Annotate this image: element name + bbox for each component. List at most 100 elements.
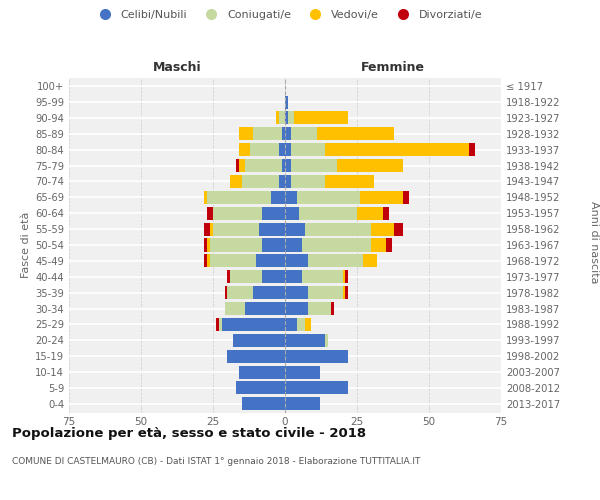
Bar xyxy=(371,222,394,235)
Bar xyxy=(236,159,239,172)
Bar xyxy=(288,112,293,124)
Bar xyxy=(305,318,311,331)
Bar xyxy=(317,128,394,140)
Bar xyxy=(216,318,219,331)
Bar xyxy=(259,222,285,235)
Bar xyxy=(242,175,279,188)
Bar xyxy=(205,191,207,204)
Text: Maschi: Maschi xyxy=(152,60,202,74)
Bar xyxy=(305,222,371,235)
Bar xyxy=(357,206,383,220)
Bar xyxy=(331,302,334,315)
Bar xyxy=(325,334,328,347)
Bar xyxy=(230,270,262,283)
Bar xyxy=(285,238,302,252)
Bar xyxy=(227,270,230,283)
Bar xyxy=(285,318,296,331)
Bar xyxy=(285,382,349,394)
Bar xyxy=(239,143,250,156)
Bar xyxy=(207,191,271,204)
Bar xyxy=(253,128,282,140)
Bar xyxy=(285,191,296,204)
Bar xyxy=(371,238,386,252)
Bar xyxy=(337,159,403,172)
Bar xyxy=(271,191,285,204)
Bar xyxy=(325,143,469,156)
Bar xyxy=(285,254,308,268)
Bar xyxy=(207,254,210,268)
Bar xyxy=(383,206,389,220)
Bar xyxy=(346,286,349,299)
Bar xyxy=(285,128,291,140)
Bar xyxy=(245,159,282,172)
Bar xyxy=(343,270,346,283)
Bar xyxy=(224,286,227,299)
Bar xyxy=(227,350,285,362)
Bar xyxy=(285,350,349,362)
Bar xyxy=(227,286,253,299)
Bar xyxy=(239,366,285,378)
Bar xyxy=(207,238,210,252)
Bar xyxy=(210,222,213,235)
Bar xyxy=(302,270,343,283)
Bar xyxy=(291,128,317,140)
Bar xyxy=(325,175,374,188)
Bar xyxy=(219,318,221,331)
Bar xyxy=(285,112,288,124)
Bar xyxy=(236,382,285,394)
Bar xyxy=(262,238,285,252)
Text: Femmine: Femmine xyxy=(361,60,425,74)
Bar xyxy=(239,128,253,140)
Bar xyxy=(296,191,360,204)
Bar xyxy=(205,254,207,268)
Bar xyxy=(213,222,259,235)
Bar xyxy=(233,334,285,347)
Bar xyxy=(205,238,207,252)
Bar xyxy=(285,222,305,235)
Bar xyxy=(285,366,320,378)
Bar xyxy=(291,175,325,188)
Bar xyxy=(239,159,245,172)
Bar xyxy=(279,143,285,156)
Bar xyxy=(291,143,325,156)
Bar xyxy=(293,112,349,124)
Bar xyxy=(224,302,245,315)
Bar xyxy=(256,254,285,268)
Bar xyxy=(262,270,285,283)
Bar xyxy=(285,159,291,172)
Text: Popolazione per età, sesso e stato civile - 2018: Popolazione per età, sesso e stato civil… xyxy=(12,428,366,440)
Bar xyxy=(285,206,299,220)
Bar xyxy=(308,286,343,299)
Bar xyxy=(346,270,349,283)
Bar xyxy=(285,302,308,315)
Bar xyxy=(253,286,285,299)
Bar xyxy=(242,398,285,410)
Bar xyxy=(296,318,305,331)
Bar xyxy=(205,222,210,235)
Bar xyxy=(299,206,357,220)
Bar xyxy=(282,159,285,172)
Bar xyxy=(469,143,475,156)
Bar xyxy=(213,206,262,220)
Bar xyxy=(291,159,337,172)
Bar xyxy=(207,206,213,220)
Bar xyxy=(277,112,279,124)
Bar xyxy=(279,112,285,124)
Bar xyxy=(262,206,285,220)
Bar xyxy=(308,302,331,315)
Bar xyxy=(221,318,285,331)
Bar xyxy=(285,143,291,156)
Bar xyxy=(245,302,285,315)
Bar xyxy=(343,286,346,299)
Bar xyxy=(403,191,409,204)
Bar xyxy=(285,175,291,188)
Bar xyxy=(230,175,242,188)
Bar xyxy=(360,191,403,204)
Bar xyxy=(302,238,371,252)
Bar xyxy=(285,286,308,299)
Bar xyxy=(285,270,302,283)
Bar xyxy=(282,128,285,140)
Text: Anni di nascita: Anni di nascita xyxy=(589,201,599,284)
Text: COMUNE DI CASTELMAURO (CB) - Dati ISTAT 1° gennaio 2018 - Elaborazione TUTTITALI: COMUNE DI CASTELMAURO (CB) - Dati ISTAT … xyxy=(12,458,421,466)
Bar xyxy=(285,334,325,347)
